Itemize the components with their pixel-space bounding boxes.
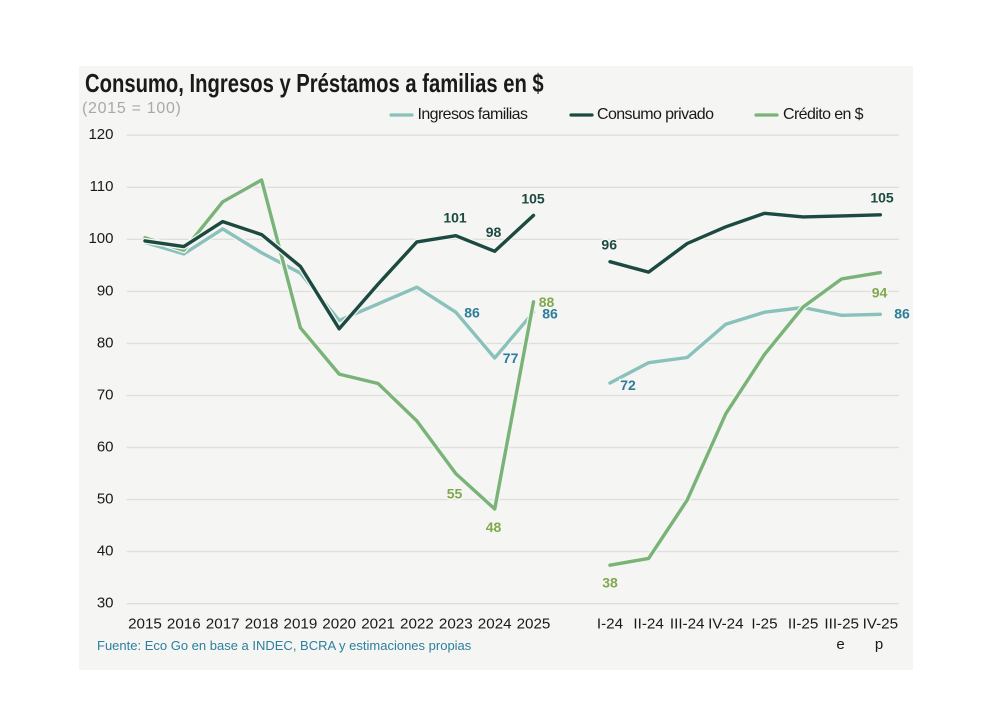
svg-text:38: 38 [602, 575, 618, 591]
svg-text:48: 48 [486, 519, 502, 535]
svg-text:70: 70 [97, 386, 114, 403]
svg-text:98: 98 [486, 224, 502, 240]
svg-text:55: 55 [447, 485, 463, 501]
svg-text:96: 96 [601, 236, 617, 252]
svg-text:I-25: I-25 [751, 616, 777, 633]
svg-text:2021: 2021 [361, 616, 395, 633]
svg-text:2017: 2017 [206, 616, 240, 633]
svg-text:2024: 2024 [478, 616, 512, 633]
svg-text:100: 100 [88, 230, 113, 247]
svg-text:2023: 2023 [439, 616, 473, 633]
svg-text:2016: 2016 [167, 616, 201, 633]
svg-text:III-24: III-24 [670, 616, 705, 633]
svg-text:2022: 2022 [400, 616, 434, 633]
svg-text:86: 86 [464, 305, 480, 321]
svg-text:30: 30 [97, 595, 114, 612]
svg-text:101: 101 [443, 209, 467, 225]
svg-text:72: 72 [620, 377, 636, 393]
svg-text:p: p [875, 636, 883, 653]
svg-text:I-24: I-24 [597, 616, 623, 633]
svg-text:105: 105 [521, 191, 545, 207]
svg-text:105: 105 [870, 190, 894, 206]
svg-text:80: 80 [97, 334, 114, 351]
svg-text:86: 86 [894, 306, 910, 322]
svg-text:40: 40 [97, 543, 114, 560]
svg-text:77: 77 [503, 350, 519, 366]
svg-text:2019: 2019 [284, 616, 318, 633]
svg-text:2020: 2020 [322, 616, 356, 633]
svg-text:2018: 2018 [245, 616, 279, 633]
svg-text:90: 90 [97, 282, 114, 299]
svg-text:110: 110 [90, 178, 114, 195]
svg-text:86: 86 [542, 306, 558, 322]
svg-text:II-24: II-24 [633, 616, 663, 633]
svg-text:50: 50 [97, 491, 114, 508]
svg-text:II-25: II-25 [788, 616, 818, 633]
svg-text:IV-24: IV-24 [708, 616, 743, 633]
svg-text:2015: 2015 [128, 616, 162, 633]
svg-text:IV-25: IV-25 [863, 616, 898, 633]
svg-text:120: 120 [88, 126, 113, 143]
svg-text:94: 94 [872, 285, 888, 301]
svg-text:60: 60 [97, 438, 114, 455]
svg-text:e: e [836, 636, 844, 653]
svg-text:III-25: III-25 [824, 616, 859, 633]
svg-text:2025: 2025 [517, 616, 551, 633]
svg-text:88: 88 [539, 294, 555, 310]
